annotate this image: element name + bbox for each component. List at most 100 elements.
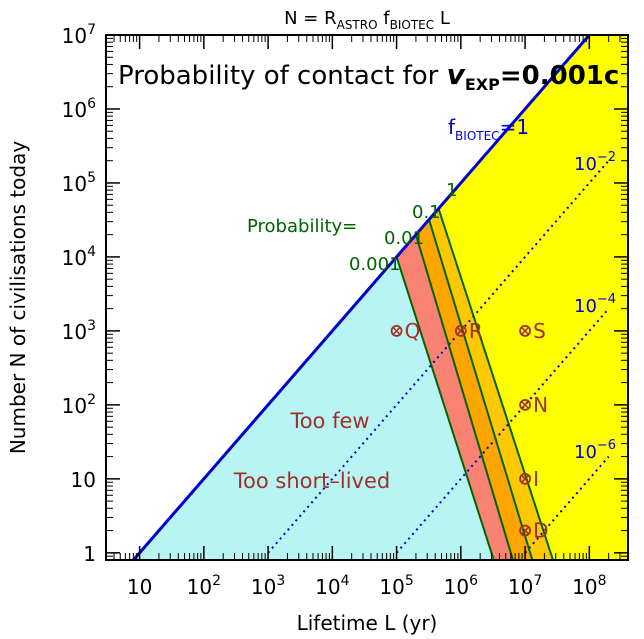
- upper-bound-label-label_val: =1: [500, 115, 529, 139]
- region-p-0.001: [396, 234, 513, 560]
- x-tick-label: 102: [187, 573, 221, 599]
- dotted-label-base: 10: [574, 154, 597, 175]
- tick-base: 10: [62, 172, 87, 196]
- marker-circle: [519, 325, 531, 337]
- marker-label: S: [533, 319, 546, 343]
- title-part-sub2: BIOTEC: [390, 18, 435, 32]
- tick-exponent: 4: [87, 244, 96, 260]
- marker-circle: [390, 325, 403, 337]
- region-p-1: [438, 35, 628, 560]
- title-part-tail: L: [434, 8, 450, 29]
- marker-N: N: [519, 393, 548, 417]
- tick-base: 10: [62, 24, 87, 48]
- dotted-label-exp: −4: [597, 292, 616, 307]
- marker-S: S: [519, 319, 546, 343]
- y-axis-label: Number N of civilisations today: [6, 141, 30, 455]
- y-tick-label: 107: [62, 22, 96, 48]
- x-tick-label: 106: [444, 573, 478, 599]
- plot-frame: [105, 34, 629, 561]
- title-part-f: f: [378, 8, 391, 29]
- upper-bound-label-label_f: f: [448, 115, 456, 139]
- probability-curve-2: [428, 219, 534, 560]
- dotted-label-base: 10: [574, 442, 597, 463]
- marker-I: I: [519, 467, 539, 491]
- tick-base: 10: [62, 246, 87, 270]
- probability-curve-label-1: 0.01: [384, 228, 424, 249]
- probability-curve-3: [437, 208, 554, 560]
- marker-label: R: [469, 319, 483, 343]
- dotted-label-base: 10: [574, 296, 597, 317]
- dotted-label-exp: −2: [597, 150, 616, 165]
- marker-D: D: [519, 519, 548, 543]
- x-tick-label: 108: [572, 573, 606, 599]
- tick-exponent: 6: [87, 96, 96, 112]
- tick-exponent: 6: [469, 573, 478, 589]
- marker-circle: [454, 325, 467, 337]
- marker-cross: [521, 326, 530, 335]
- tick-base: 10: [62, 320, 87, 344]
- regions-layer: [133, 35, 628, 560]
- upper-bound-line: [132, 35, 591, 560]
- dotted-label-exp: −6: [597, 438, 616, 453]
- marker-cross: [456, 326, 465, 335]
- panel-title-sub: EXP: [465, 75, 500, 94]
- y-tick-label: 104: [62, 244, 96, 270]
- probability-curve-0: [395, 256, 495, 560]
- tick-exponent: 2: [212, 573, 221, 589]
- panel-title-prefix: Probability of contact for: [118, 61, 447, 91]
- region-p-0.01: [415, 219, 533, 560]
- tick-base: 10: [251, 575, 276, 599]
- title-part-sub1: ASTRO: [337, 18, 378, 32]
- tick-base: 1: [83, 542, 96, 566]
- probability-curve-label-0: 0.001: [349, 254, 401, 275]
- tick-base: 10: [572, 575, 597, 599]
- x-tick-label: 104: [315, 573, 349, 599]
- marker-label: N: [533, 393, 548, 417]
- marker-cross: [521, 400, 530, 409]
- lines-layer: [132, 35, 610, 560]
- tick-base: 10: [127, 575, 152, 599]
- x-axis-label: Lifetime L (yr): [297, 611, 438, 635]
- probability-curve-1: [414, 234, 514, 560]
- tick-base: 10: [71, 468, 96, 492]
- y-tick-label: 1: [83, 542, 96, 566]
- tick-exponent: 4: [341, 573, 350, 589]
- ticks-layer: [105, 34, 629, 561]
- tick-exponent: 3: [87, 318, 96, 334]
- marker-circle: [519, 398, 531, 411]
- marker-label: Q: [405, 319, 421, 343]
- annotation-1: Too short–lived: [233, 469, 390, 493]
- probability-curve-label-2: 0.1: [412, 202, 441, 223]
- y-tick-label: 103: [62, 318, 96, 344]
- x-tick-label: 103: [251, 573, 285, 599]
- marker-Q: Q: [390, 319, 421, 343]
- tick-base: 10: [379, 575, 404, 599]
- x-tick-label: 107: [508, 573, 542, 599]
- tick-base: 10: [444, 575, 469, 599]
- dotted-line-label-0: 10−2: [574, 150, 616, 175]
- tick-base: 10: [187, 575, 212, 599]
- marker-cross: [392, 326, 401, 335]
- labels-layer: 10 102 103 104 105 106 107 10811010210310410510…: [6, 8, 619, 635]
- marker-circle: [519, 472, 531, 485]
- y-tick-label: 106: [62, 96, 96, 122]
- tick-exponent: 7: [533, 573, 542, 589]
- y-tick-label: 102: [62, 392, 96, 418]
- marker-circle: [519, 524, 531, 537]
- tick-exponent: 3: [276, 573, 285, 589]
- marker-label: I: [533, 467, 539, 491]
- dotted-line-label-1: 10−4: [574, 292, 616, 317]
- panel-title-value: =0.001c: [500, 61, 619, 91]
- tick-base: 10: [62, 98, 87, 122]
- upper-bound-label-label_sub: BIOTEC: [455, 129, 500, 143]
- tick-base: 10: [315, 575, 340, 599]
- dotted-line-label-2: 10−6: [574, 438, 616, 463]
- region-too-few: [133, 256, 494, 560]
- dotted-line-0: [267, 160, 610, 554]
- marker-cross: [521, 474, 530, 483]
- upper-bound-label: fBIOTEC=1: [448, 115, 529, 143]
- panel-title: Probability of contact for vEXP=0.001c: [118, 58, 619, 94]
- tick-exponent: 5: [87, 170, 96, 186]
- marker-R: R: [454, 319, 483, 343]
